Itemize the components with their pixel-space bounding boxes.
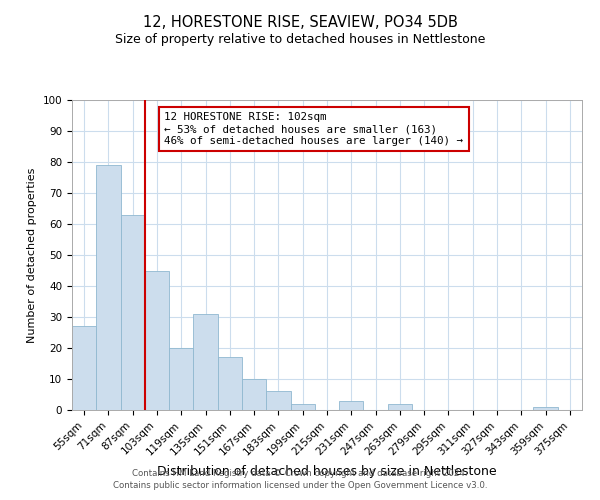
Bar	[145, 270, 169, 410]
Bar	[533, 407, 558, 410]
Text: 12, HORESTONE RISE, SEAVIEW, PO34 5DB: 12, HORESTONE RISE, SEAVIEW, PO34 5DB	[143, 15, 457, 30]
Bar	[266, 392, 290, 410]
Text: Size of property relative to detached houses in Nettlestone: Size of property relative to detached ho…	[115, 32, 485, 46]
Bar	[193, 314, 218, 410]
Bar	[169, 348, 193, 410]
Text: Contains HM Land Registry data © Crown copyright and database right 2024.: Contains HM Land Registry data © Crown c…	[132, 468, 468, 477]
Bar	[290, 404, 315, 410]
Bar	[96, 165, 121, 410]
Bar	[388, 404, 412, 410]
Bar	[242, 379, 266, 410]
Bar	[72, 326, 96, 410]
Y-axis label: Number of detached properties: Number of detached properties	[27, 168, 37, 342]
Text: 12 HORESTONE RISE: 102sqm
← 53% of detached houses are smaller (163)
46% of semi: 12 HORESTONE RISE: 102sqm ← 53% of detac…	[164, 112, 463, 146]
X-axis label: Distribution of detached houses by size in Nettlestone: Distribution of detached houses by size …	[157, 465, 497, 478]
Text: Contains public sector information licensed under the Open Government Licence v3: Contains public sector information licen…	[113, 481, 487, 490]
Bar	[218, 358, 242, 410]
Bar	[339, 400, 364, 410]
Bar	[121, 214, 145, 410]
